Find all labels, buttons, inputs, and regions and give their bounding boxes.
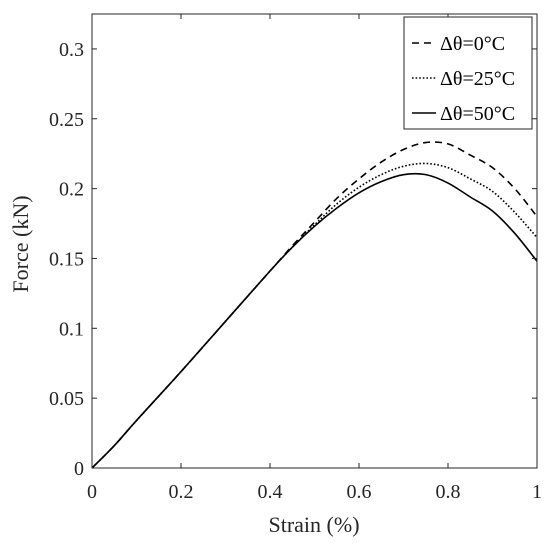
- legend-box: [403, 16, 533, 130]
- x-tick-label: 0.8: [436, 481, 461, 503]
- legend-entry-label: Δθ=25°C: [440, 68, 515, 90]
- series-line-dotted: [91, 162, 538, 469]
- tick-labels: 0 0.2 0.4 0.6 0.8 1 0 0.05 0.1 0.15 0.2 0.25 0.3: [49, 39, 542, 503]
- y-tick-label: 0.25: [49, 109, 84, 131]
- x-tick-label: 0: [87, 481, 97, 503]
- x-tick-label: 0.4: [258, 481, 283, 503]
- x-tick-label: 1: [532, 481, 542, 503]
- y-axis-label: Force (kN): [8, 195, 33, 292]
- plot-frame: [91, 13, 538, 469]
- y-tick-label: 0.1: [59, 318, 84, 340]
- y-tick-label: 0.2: [59, 179, 84, 201]
- legend-entry-label: Δθ=50°C: [440, 103, 515, 125]
- y-tick-label: 0.3: [59, 39, 84, 61]
- y-tick-label: 0.05: [49, 388, 84, 410]
- x-axis-label: Strain (%): [268, 512, 359, 537]
- legend-entry-label: Δθ=0°C: [440, 33, 505, 55]
- legend: Δθ=0°C Δθ=25°C Δθ=50°C: [403, 16, 533, 130]
- series-lines: [91, 141, 538, 469]
- axes: [91, 13, 538, 469]
- x-tick-label: 0.6: [347, 481, 372, 503]
- series-line-solid: [91, 172, 538, 469]
- y-tick-label: 0.15: [49, 248, 84, 270]
- x-tick-label: 0.2: [169, 481, 194, 503]
- y-tick-label: 0: [74, 458, 84, 480]
